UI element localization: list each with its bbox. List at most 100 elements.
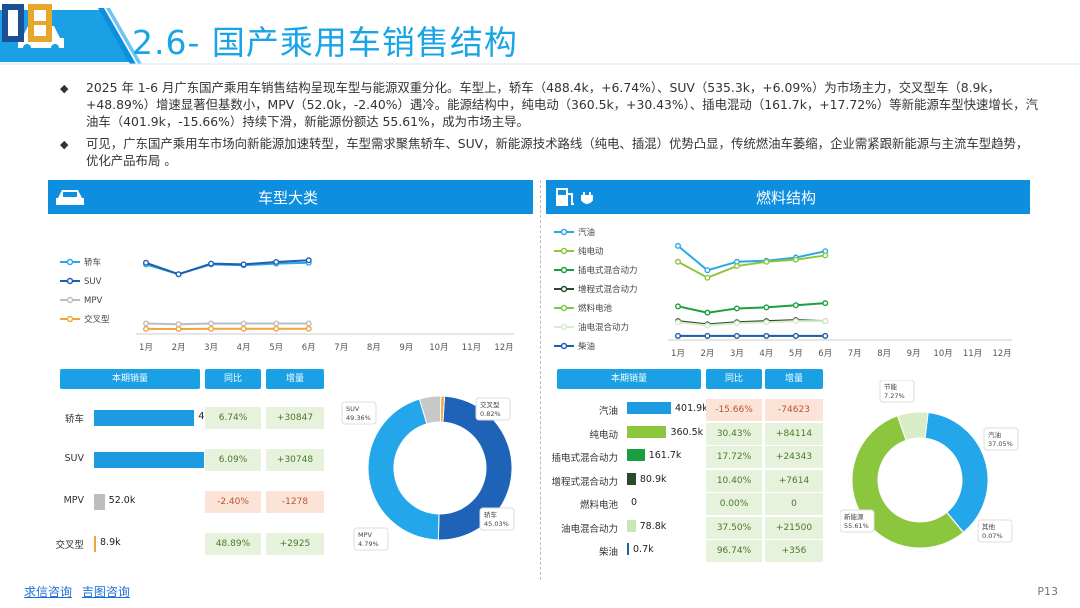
legend-marker	[560, 247, 568, 255]
data-point	[240, 325, 247, 332]
legend-marker	[560, 266, 568, 274]
legend-label: 纯电动	[578, 246, 604, 257]
legend-marker	[66, 296, 74, 304]
x-tick-label: 9月	[907, 349, 921, 358]
series-line	[145, 322, 309, 326]
value-label: 78.8k	[639, 520, 667, 532]
bullet-1: ◆ 2025 年 1-6 月广东国产乘用车销售结构呈现车型与能源双重分化。车型上…	[60, 80, 1038, 129]
legend-label: 燃料电池	[578, 303, 613, 314]
x-tick-label: 2月	[700, 349, 714, 358]
value-label: 80.9k	[639, 473, 667, 485]
data-point	[822, 332, 829, 339]
section-title-vehicle-type: 车型大类	[258, 189, 319, 207]
donut-label-name: 节能	[884, 382, 898, 391]
donut-slice	[440, 395, 446, 423]
row-label: SUV	[64, 453, 84, 464]
data-point	[305, 257, 312, 264]
x-tick-label: 6月	[818, 349, 832, 358]
donut-label-value: 0.07%	[982, 532, 1003, 540]
value-bar	[627, 519, 636, 532]
donut-label-name: 轿车	[484, 510, 498, 519]
fuel-line-chart: 1月 2月 3月 4月 5月 6月 7月 8月 9月 10月 11月 12月 汽油纯电动插电式混合动力增…	[554, 227, 1012, 358]
data-point	[240, 320, 247, 327]
x-tick-label: 11月	[963, 349, 982, 358]
row-label: 汽油	[598, 406, 618, 417]
table-header-cell: 本期销量	[557, 369, 701, 389]
legend-label: MPV	[84, 296, 102, 306]
data-point	[674, 303, 681, 310]
value-label: 401.9k	[675, 403, 708, 414]
data-point	[733, 263, 740, 270]
value-bar	[94, 536, 96, 552]
donut-label: 节能7.27%	[879, 380, 915, 403]
legend-marker	[560, 323, 568, 331]
donut-label-name: 汽油	[988, 430, 1001, 439]
data-point	[792, 318, 799, 325]
donut-label-name: SUV	[346, 405, 360, 413]
value-bar	[94, 452, 204, 468]
yoy-cell: 0.00%	[706, 493, 762, 515]
donut-slice	[437, 395, 513, 541]
row-label: 油电混合动力	[560, 523, 618, 535]
data-point	[240, 261, 247, 268]
value-label: 0.7k	[633, 544, 654, 555]
donut-label-box	[983, 427, 1019, 451]
donut-label: 其他0.07%	[977, 519, 1013, 543]
increment-cell: +7614	[765, 469, 823, 492]
increment-cell: +84114	[765, 422, 823, 445]
value-label: 0	[631, 497, 638, 508]
series-line	[677, 320, 826, 327]
x-tick-label: 3月	[204, 343, 218, 353]
page-title: 2.6- 国产乘用车销售结构	[132, 23, 518, 62]
data-point	[208, 320, 215, 327]
yoy-cell: 6.74%	[205, 407, 261, 429]
increment-cell: +30748	[266, 449, 324, 471]
data-point	[822, 318, 829, 325]
data-point	[674, 332, 681, 339]
yoy-cell: -15.66%	[706, 399, 762, 421]
donut-slice	[924, 411, 989, 533]
x-tick-label: 11月	[462, 343, 481, 353]
data-point	[733, 332, 740, 339]
data-point	[208, 260, 215, 267]
value-bar	[94, 494, 105, 510]
data-point	[674, 258, 681, 265]
row-label: 增程式混合动力	[551, 476, 618, 488]
data-point	[704, 322, 711, 329]
donut-label-name: MPV	[358, 531, 373, 539]
series-line	[677, 245, 826, 272]
value-label: 52.0k	[108, 495, 136, 506]
yoy-cell: 48.89%	[205, 533, 261, 555]
footer-link-2[interactable]: 吉图咨询	[81, 585, 130, 599]
row-label: MPV	[63, 495, 84, 506]
legend-marker	[560, 228, 568, 236]
table-header-cell: 同比	[205, 369, 261, 389]
legend-label: 油电混合动力	[578, 322, 629, 333]
x-tick-label: 8月	[367, 343, 381, 353]
x-tick-label: 4月	[759, 349, 773, 358]
legend-marker	[560, 342, 568, 350]
legend-marker	[66, 258, 74, 266]
x-tick-label: 7月	[848, 349, 862, 358]
row-label: 插电式混合动力	[551, 453, 618, 464]
car-icon	[56, 190, 84, 205]
x-tick-label: 12月	[494, 343, 513, 353]
donut-label-box	[879, 380, 915, 403]
data-point	[792, 256, 799, 263]
data-point	[175, 271, 182, 278]
value-bar	[627, 425, 667, 438]
yoy-cell: 10.40%	[706, 469, 762, 492]
data-point	[704, 332, 711, 339]
value-label: 8.9k	[100, 537, 121, 548]
x-tick-label: 6月	[302, 343, 316, 353]
x-tick-label: 1月	[671, 349, 685, 358]
legend-marker	[66, 315, 74, 323]
series-line	[677, 302, 826, 314]
legend-marker	[66, 277, 74, 285]
data-point	[763, 332, 770, 339]
bullet-2: ◆ 可见，广东国产乘用车市场向新能源加速转型，车型需求聚焦轿车、SUV，新能源技…	[60, 136, 1029, 168]
footer-link-1[interactable]: 求信咨询	[24, 585, 73, 599]
x-tick-label: 4月	[237, 343, 251, 353]
